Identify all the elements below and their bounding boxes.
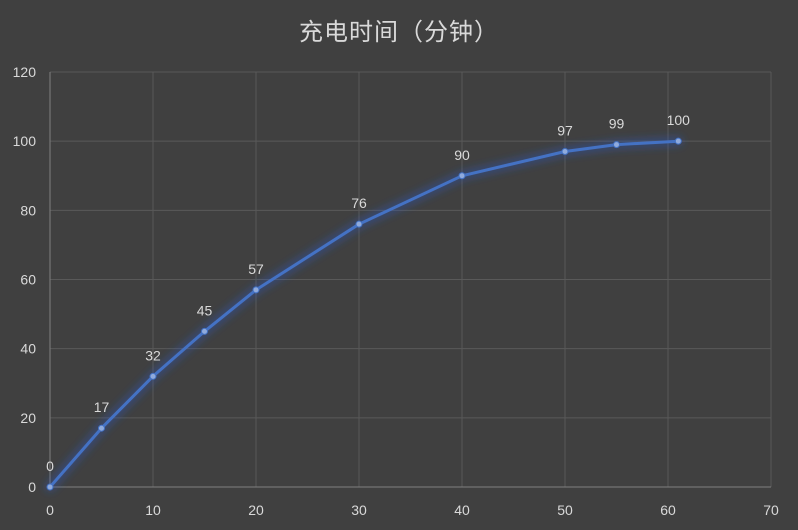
- chart-title: 充电时间（分钟）: [299, 18, 499, 46]
- data-label: 97: [557, 123, 573, 139]
- data-point: [613, 141, 620, 149]
- y-tick-label: 20: [20, 410, 36, 426]
- data-label: 76: [351, 195, 367, 211]
- series-layer: [45, 136, 684, 492]
- data-point: [252, 286, 260, 294]
- data-point: [458, 172, 466, 180]
- data-label: 99: [609, 116, 625, 132]
- data-label: 57: [248, 261, 264, 277]
- data-point: [201, 327, 208, 335]
- x-tick-label: 20: [248, 502, 264, 518]
- series-glow: [45, 136, 684, 492]
- data-point: [46, 483, 54, 491]
- x-tick-label: 40: [454, 502, 470, 518]
- x-tick-label: 50: [557, 502, 573, 518]
- data-label: 17: [94, 399, 110, 415]
- data-label: 0: [46, 458, 54, 474]
- data-point: [355, 220, 363, 228]
- y-tick-label: 80: [20, 202, 36, 218]
- y-tick-label: 100: [13, 133, 37, 149]
- data-point: [674, 137, 682, 145]
- data-label: 100: [667, 112, 691, 128]
- data-label: 32: [145, 347, 161, 363]
- y-tick-label: 60: [20, 272, 36, 288]
- series-line: [48, 139, 680, 489]
- data-point: [98, 424, 105, 432]
- grid-layer: [50, 71, 772, 487]
- y-tick-label: 40: [20, 341, 36, 357]
- x-tick-label: 60: [660, 502, 676, 518]
- x-tick-label: 10: [145, 502, 161, 518]
- data-label: 90: [454, 147, 470, 163]
- data-point: [149, 372, 157, 380]
- x-tick-label: 30: [351, 502, 367, 518]
- x-tick-label: 70: [763, 502, 779, 518]
- label-layer: 0 17 32 45 57 76 90 97 99 100: [46, 112, 690, 474]
- y-tick-label: 0: [28, 479, 36, 495]
- data-label: 45: [197, 302, 213, 318]
- axis-layer: 0 20 40 60 80 100 120 0 10 20 30 40 50 60 70: [13, 64, 779, 518]
- y-tick-label: 120: [13, 64, 37, 80]
- data-point: [561, 148, 569, 156]
- x-tick-label: 0: [46, 502, 54, 518]
